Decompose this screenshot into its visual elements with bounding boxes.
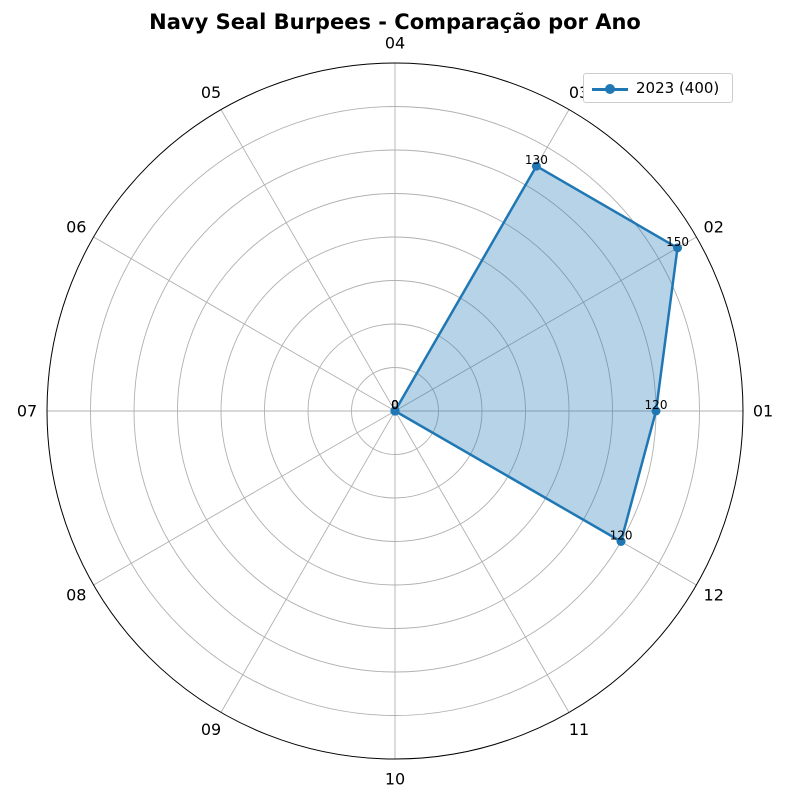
series-point [651, 406, 661, 416]
data-label: 0 [391, 398, 399, 412]
category-label: 07 [17, 402, 37, 421]
grid-spoke [220, 109, 396, 412]
data-label: 0 [391, 398, 399, 412]
chart-title: Navy Seal Burpees - Comparação por Ano [149, 10, 641, 34]
outer-frame [46, 62, 744, 760]
label-layer: 0102030405060708091011121201501300000000… [17, 34, 773, 789]
category-label: 06 [66, 218, 86, 237]
data-label: 0 [391, 398, 399, 412]
data-label: 130 [525, 153, 548, 167]
legend: 2023 (400) [583, 73, 733, 103]
category-label: 08 [66, 586, 86, 605]
grid-spoke [394, 236, 697, 412]
category-label: 12 [704, 586, 724, 605]
data-label: 0 [391, 398, 399, 412]
category-label: 10 [385, 770, 405, 789]
grid-spoke [394, 410, 570, 713]
data-label: 150 [666, 235, 689, 249]
series-point [390, 406, 400, 416]
series-area [395, 166, 678, 542]
data-label: 0 [391, 398, 399, 412]
grid-spoke [93, 410, 396, 586]
data-label: 120 [645, 398, 668, 412]
data-label: 0 [391, 398, 399, 412]
series-point [616, 537, 626, 546]
legend-label: 2023 (400) [636, 79, 720, 97]
series-point [673, 243, 683, 253]
category-label: 04 [385, 34, 405, 53]
data-label: 0 [391, 398, 399, 412]
series-line [393, 164, 679, 543]
series-layer [390, 161, 683, 546]
category-label: 02 [704, 218, 724, 237]
legend-marker [605, 84, 615, 94]
category-label: 05 [201, 83, 221, 102]
category-label: 01 [753, 402, 773, 421]
grid-spoke [220, 410, 396, 713]
data-label: 0 [391, 398, 399, 412]
grid-spoke [93, 236, 396, 412]
data-label: 120 [610, 529, 633, 543]
series-point [531, 161, 541, 171]
category-label: 11 [569, 720, 589, 739]
category-label: 09 [201, 720, 221, 739]
